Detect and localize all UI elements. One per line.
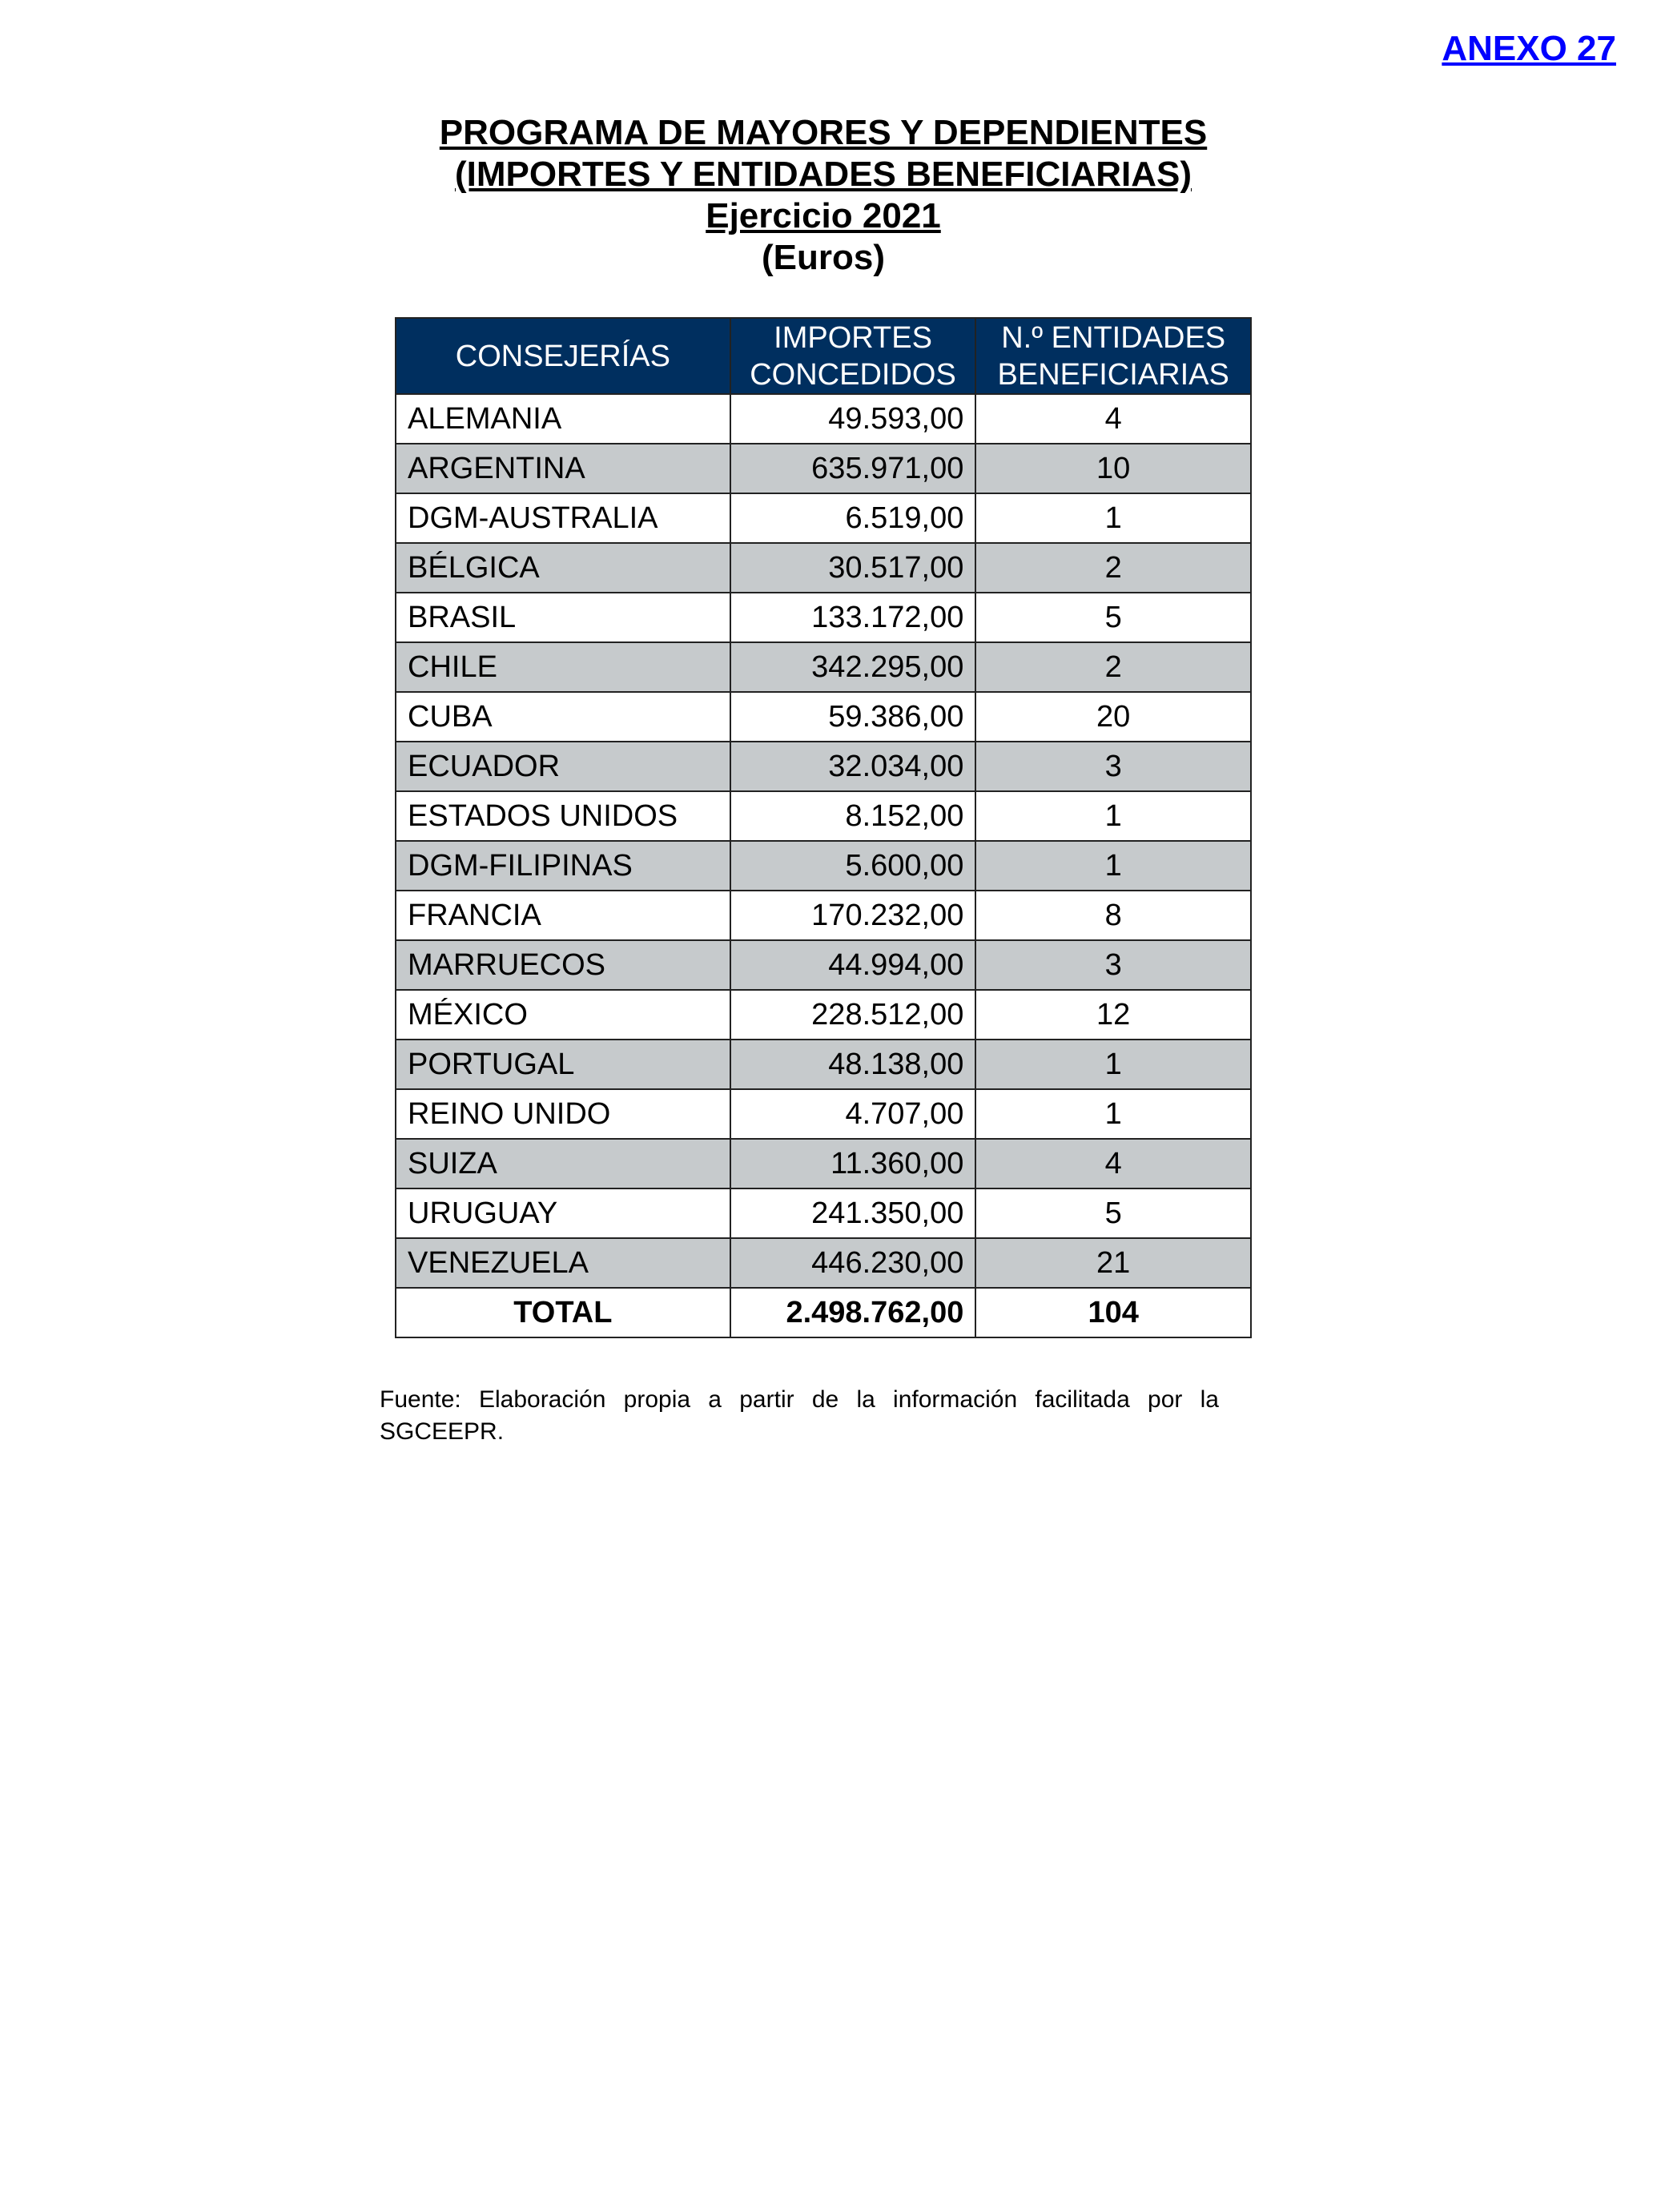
consejeria-cell: URUGUAY <box>395 1188 731 1239</box>
importe-cell: 241.350,00 <box>729 1188 977 1239</box>
consejeria-cell: VENEZUELA <box>395 1237 731 1289</box>
consejeria-cell: CUBA <box>395 691 731 742</box>
table-row: DGM-FILIPINAS 5.600,00 1 <box>395 840 1252 891</box>
table-row: MARRUECOS 44.994,00 3 <box>395 939 1252 991</box>
total-row: TOTAL 2.498.762,00 104 <box>395 1287 1252 1338</box>
importe-cell: 11.360,00 <box>729 1138 977 1189</box>
importe-cell: 30.517,00 <box>729 542 977 593</box>
consejeria-cell: FRANCIA <box>395 890 731 941</box>
importe-cell: 4.707,00 <box>729 1088 977 1140</box>
grants-table: CONSEJERÍAS IMPORTES CONCEDIDOS N.º ENTI… <box>395 317 1252 1338</box>
table-row: BÉLGICA 30.517,00 2 <box>395 542 1252 593</box>
total-label: TOTAL <box>395 1287 731 1338</box>
importe-cell: 48.138,00 <box>729 1039 977 1090</box>
entidades-cell: 1 <box>975 790 1252 842</box>
header-consejerias: CONSEJERÍAS <box>395 317 731 395</box>
consejeria-cell: ARGENTINA <box>395 443 731 494</box>
consejeria-cell: DGM-FILIPINAS <box>395 840 731 891</box>
title-line-1: PROGRAMA DE MAYORES Y DEPENDIENTES <box>439 113 1208 152</box>
total-importe: 2.498.762,00 <box>729 1287 977 1338</box>
entidades-cell: 8 <box>975 890 1252 941</box>
entidades-cell: 1 <box>975 1088 1252 1140</box>
entidades-cell: 10 <box>975 443 1252 494</box>
title-line-2: (IMPORTES Y ENTIDADES BENEFICIARIAS) <box>454 155 1192 194</box>
importe-cell: 8.152,00 <box>729 790 977 842</box>
entidades-cell: 2 <box>975 641 1252 693</box>
title-line-4: (Euros) <box>762 238 885 277</box>
importe-cell: 32.034,00 <box>729 741 977 792</box>
header-entidades: N.º ENTIDADES BENEFICIARIAS <box>975 317 1252 395</box>
importe-cell: 635.971,00 <box>729 443 977 494</box>
table-row: SUIZA 11.360,00 4 <box>395 1138 1252 1189</box>
entidades-cell: 21 <box>975 1237 1252 1289</box>
consejeria-cell: BÉLGICA <box>395 542 731 593</box>
consejeria-cell: CHILE <box>395 641 731 693</box>
consejeria-cell: DGM-AUSTRALIA <box>395 493 731 544</box>
consejeria-cell: REINO UNIDO <box>395 1088 731 1140</box>
importe-cell: 446.230,00 <box>729 1237 977 1289</box>
consejeria-cell: MÉXICO <box>395 989 731 1040</box>
entidades-cell: 2 <box>975 542 1252 593</box>
table-row: ARGENTINA 635.971,00 10 <box>395 443 1252 494</box>
importe-cell: 59.386,00 <box>729 691 977 742</box>
table-row: ESTADOS UNIDOS 8.152,00 1 <box>395 790 1252 842</box>
consejeria-cell: ALEMANIA <box>395 393 731 444</box>
table-row: CHILE 342.295,00 2 <box>395 641 1252 693</box>
total-entidades: 104 <box>975 1287 1252 1338</box>
table-row: REINO UNIDO 4.707,00 1 <box>395 1088 1252 1140</box>
document-title: PROGRAMA DE MAYORES Y DEPENDIENTES (IMPO… <box>0 112 1647 279</box>
header-importes: IMPORTES CONCEDIDOS <box>729 317 977 395</box>
entidades-cell: 5 <box>975 592 1252 643</box>
entidades-cell: 12 <box>975 989 1252 1040</box>
table-row: CUBA 59.386,00 20 <box>395 691 1252 742</box>
consejeria-cell: MARRUECOS <box>395 939 731 991</box>
table-row: FRANCIA 170.232,00 8 <box>395 890 1252 941</box>
table-row: ALEMANIA 49.593,00 4 <box>395 393 1252 444</box>
importe-cell: 44.994,00 <box>729 939 977 991</box>
importe-cell: 133.172,00 <box>729 592 977 643</box>
consejeria-cell: BRASIL <box>395 592 731 643</box>
entidades-cell: 5 <box>975 1188 1252 1239</box>
source-footnote: Fuente: Elaboración propia a partir de l… <box>380 1386 1219 1445</box>
table-row: VENEZUELA 446.230,00 21 <box>395 1237 1252 1289</box>
table-header-row: CONSEJERÍAS IMPORTES CONCEDIDOS N.º ENTI… <box>395 317 1252 395</box>
consejeria-cell: PORTUGAL <box>395 1039 731 1090</box>
table-row: MÉXICO 228.512,00 12 <box>395 989 1252 1040</box>
importe-cell: 49.593,00 <box>729 393 977 444</box>
annex-label: ANEXO 27 <box>1442 29 1616 68</box>
entidades-cell: 4 <box>975 1138 1252 1189</box>
table-row: BRASIL 133.172,00 5 <box>395 592 1252 643</box>
table-row: DGM-AUSTRALIA 6.519,00 1 <box>395 493 1252 544</box>
table-row: PORTUGAL 48.138,00 1 <box>395 1039 1252 1090</box>
title-line-3: Ejercicio 2021 <box>706 196 941 235</box>
entidades-cell: 1 <box>975 493 1252 544</box>
entidades-cell: 1 <box>975 840 1252 891</box>
importe-cell: 342.295,00 <box>729 641 977 693</box>
consejeria-cell: ECUADOR <box>395 741 731 792</box>
consejeria-cell: ESTADOS UNIDOS <box>395 790 731 842</box>
entidades-cell: 20 <box>975 691 1252 742</box>
entidades-cell: 4 <box>975 393 1252 444</box>
entidades-cell: 3 <box>975 741 1252 792</box>
importe-cell: 6.519,00 <box>729 493 977 544</box>
importe-cell: 228.512,00 <box>729 989 977 1040</box>
entidades-cell: 1 <box>975 1039 1252 1090</box>
entidades-cell: 3 <box>975 939 1252 991</box>
importe-cell: 5.600,00 <box>729 840 977 891</box>
table-row: ECUADOR 32.034,00 3 <box>395 741 1252 792</box>
consejeria-cell: SUIZA <box>395 1138 731 1189</box>
table-row: URUGUAY 241.350,00 5 <box>395 1188 1252 1239</box>
importe-cell: 170.232,00 <box>729 890 977 941</box>
